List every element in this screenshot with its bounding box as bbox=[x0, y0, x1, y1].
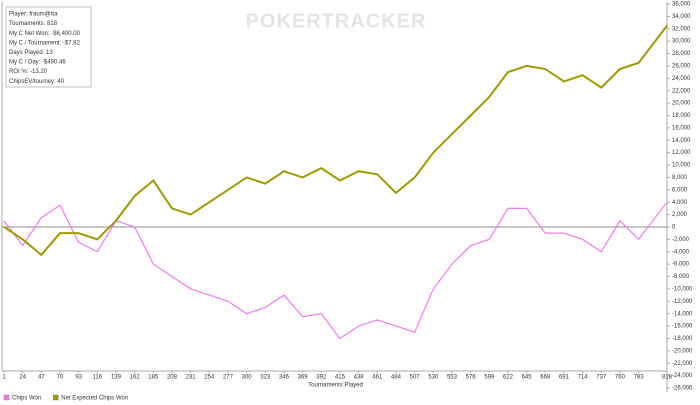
y-tick-label: 32,000 bbox=[672, 26, 691, 32]
y-tick-label: -26,000 bbox=[672, 386, 693, 392]
y-tick-label: 22,000 bbox=[672, 88, 691, 94]
watermark: POKERTRACKER bbox=[246, 10, 427, 32]
x-tick-label: 760 bbox=[615, 375, 626, 381]
stats-line: ROI %: -13.20 bbox=[9, 69, 48, 75]
x-tick-label: 139 bbox=[111, 375, 122, 381]
y-tick-label: 8,000 bbox=[672, 175, 688, 181]
y-tick-label: -6,000 bbox=[672, 262, 690, 268]
legend-label: Chips Won bbox=[12, 396, 41, 402]
x-tick-label: 783 bbox=[634, 375, 645, 381]
x-tick-label: 668 bbox=[540, 375, 551, 381]
stats-line: Player: fraum@tta bbox=[9, 12, 58, 18]
y-tick-label: 28,000 bbox=[672, 51, 691, 57]
x-tick-label: 300 bbox=[242, 375, 253, 381]
stats-frame bbox=[5, 6, 92, 88]
x-tick-label: 415 bbox=[335, 375, 346, 381]
y-tick-label: 16,000 bbox=[672, 125, 691, 131]
y-tick-label: 14,000 bbox=[672, 138, 691, 144]
x-tick-label: 507 bbox=[410, 375, 421, 381]
legend-swatch bbox=[53, 394, 59, 401]
stats-line: My C / Day: -$490.46 bbox=[9, 60, 66, 66]
y-tick-label: 6,000 bbox=[672, 187, 688, 193]
y-tick-label: 12,000 bbox=[672, 150, 691, 156]
x-tick-label: 530 bbox=[428, 375, 439, 381]
y-tick-label: -14,000 bbox=[672, 311, 693, 317]
x-tick-label: 553 bbox=[447, 375, 458, 381]
y-tick-label: -20,000 bbox=[672, 348, 693, 354]
legend-swatch bbox=[3, 394, 10, 401]
stats-box: Player: fraum@tta Tournaments: 818 My C Ne… bbox=[5, 6, 92, 88]
x-tick-label: 208 bbox=[167, 375, 178, 381]
x-tick-label: 254 bbox=[204, 375, 215, 381]
x-tick-label: 70 bbox=[57, 375, 64, 381]
y-tick-label: 0 bbox=[672, 225, 676, 231]
x-tick-label: 93 bbox=[75, 375, 82, 381]
y-tick-label: 34,000 bbox=[672, 14, 691, 20]
y-tick-label: -4,000 bbox=[672, 249, 690, 255]
y-tick-label: -10,000 bbox=[672, 286, 693, 292]
y-tick-label: 10,000 bbox=[672, 163, 691, 169]
x-tick-label: 438 bbox=[354, 375, 365, 381]
x-tick-label: 116 bbox=[93, 375, 103, 381]
x-tick-label: 714 bbox=[578, 375, 589, 381]
x-tick-label: 461 bbox=[372, 375, 383, 381]
x-tick-label: 818 bbox=[662, 375, 673, 381]
x-tick-label: 185 bbox=[148, 375, 159, 381]
y-tick-label: -22,000 bbox=[672, 361, 693, 367]
x-tick-label: 47 bbox=[38, 375, 45, 381]
x-tick-label: 576 bbox=[466, 375, 477, 381]
stats-line: My C Net Won: -$6,400.00 bbox=[9, 31, 81, 37]
x-tick-label: 599 bbox=[484, 375, 495, 381]
x-tick-label: 369 bbox=[298, 375, 309, 381]
y-tick-label: -16,000 bbox=[672, 324, 693, 330]
x-axis-title: Tournaments Played bbox=[308, 383, 363, 389]
y-tick-label: 20,000 bbox=[672, 101, 691, 107]
y-tick-label: 36,000 bbox=[672, 2, 691, 8]
y-tick-label: -18,000 bbox=[672, 336, 693, 342]
y-tick-label: 26,000 bbox=[672, 64, 691, 70]
x-tick-label: 24 bbox=[19, 375, 26, 381]
y-tick-label: 18,000 bbox=[672, 113, 691, 119]
y-tick-label: -12,000 bbox=[672, 299, 693, 305]
y-tick-label: -2,000 bbox=[672, 237, 690, 243]
x-tick-label: 484 bbox=[391, 375, 402, 381]
stats-line: Tournaments: 818 bbox=[9, 21, 58, 27]
x-tick-label: 691 bbox=[559, 375, 570, 381]
y-tick-label: -8,000 bbox=[672, 274, 690, 280]
x-tick-label: 346 bbox=[279, 375, 290, 381]
x-tick-label: 645 bbox=[522, 375, 533, 381]
x-tick-label: 392 bbox=[316, 375, 327, 381]
y-tick-label: 24,000 bbox=[672, 76, 691, 82]
x-tick-label: 737 bbox=[596, 375, 607, 381]
legend-label: Net Expected Chips Won bbox=[61, 396, 128, 402]
series-line bbox=[3, 201, 668, 340]
x-tick-label: 622 bbox=[503, 375, 514, 381]
x-tick-label: 231 bbox=[186, 375, 197, 381]
y-tick-label: -24,000 bbox=[672, 373, 693, 379]
stats-line: My C / Tournament: -$7.82 bbox=[9, 40, 81, 46]
y-tick-label: 4,000 bbox=[672, 200, 688, 206]
y-tick-label: 30,000 bbox=[672, 39, 691, 45]
x-tick-label: 277 bbox=[223, 375, 234, 381]
series-line bbox=[3, 25, 668, 257]
x-tick-label: 162 bbox=[130, 375, 141, 381]
x-tick-label: 323 bbox=[260, 375, 271, 381]
x-tick-label: 1 bbox=[2, 375, 6, 381]
stats-line: Days Played: 13 bbox=[9, 50, 53, 56]
y-tick-label: 2,000 bbox=[672, 212, 688, 218]
stats-line: ChipsEV/tourney: 40 bbox=[9, 79, 65, 85]
